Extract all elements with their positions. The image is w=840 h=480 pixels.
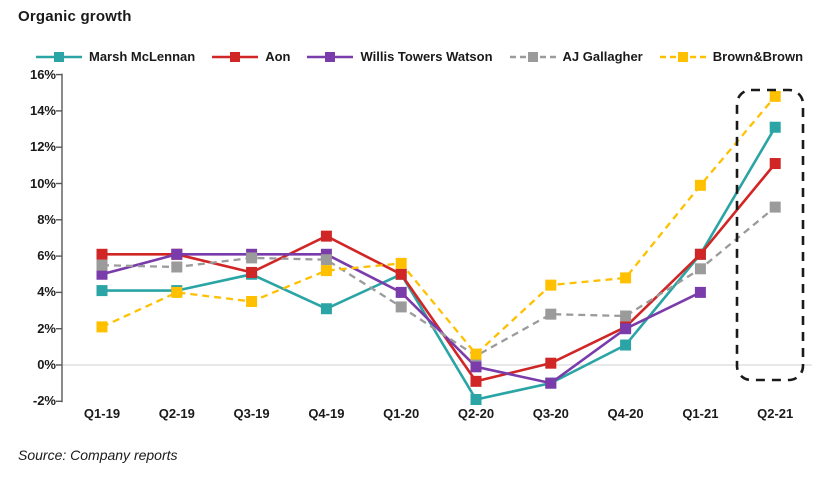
y-tick-label: 12% [29,139,56,155]
marker-willis-towers-watson-q2-19 [171,248,183,260]
y-tick-label: 0% [37,357,56,372]
y-tick-label: 8% [37,211,56,227]
legend-item-aj-gallagher: AJ Gallagher [509,49,643,64]
x-tick-label: Q2-21 [757,406,794,421]
marker-willis-towers-watson-q1-19 [96,268,108,280]
marker-willis-towers-watson-q2-20 [470,361,482,373]
chart-title: Organic growth [18,8,132,25]
marker-marsh-mclennan-q4-19 [320,303,332,315]
series-line-marsh-mclennan [102,126,777,401]
marker-aj-gallagher-q3-20 [545,308,557,320]
legend: Marsh McLennan Aon Willis Towers Watson … [36,49,803,64]
legend-item-brown-and-brown: Brown&Brown [659,49,804,64]
marker-aon-q2-20 [470,375,482,387]
marker-willis-towers-watson-q1-20 [395,286,407,298]
marker-brown-brown-q3-19 [246,295,258,307]
legend-swatch-line-marker-icon [509,51,556,63]
marker-aj-gallagher-q2-19 [171,261,183,273]
legend-swatch-line-marker-icon [36,51,82,63]
marker-brown-brown-q1-21 [694,179,706,191]
marker-willis-towers-watson-q1-21 [694,286,706,298]
legend-label: Marsh McLennan [89,49,196,64]
series-line-brown-brown [101,95,777,356]
legend-label: AJ Gallagher [562,49,643,64]
legend-item-aon: Aon [212,49,290,64]
y-tick-label: 6% [37,248,56,264]
legend-label: Aon [265,49,291,64]
marker-willis-towers-watson-q4-20 [620,323,632,335]
legend-swatch-line-marker-icon [307,51,354,63]
marker-aon-q3-20 [545,357,557,369]
marker-brown-brown-q2-20 [470,348,482,360]
x-tick-label: Q2-20 [457,406,495,421]
marker-marsh-mclennan-q4-20 [620,339,632,351]
y-tick-label: 2% [37,320,56,336]
y-tick-label: 10% [29,175,56,191]
series-line-aj-gallagher [101,206,776,358]
x-tick-label: Q1-19 [83,406,121,421]
marker-aon-q4-19 [320,230,332,242]
x-tick-label: Q1-21 [682,406,719,421]
marker-marsh-mclennan-q2-20 [470,393,482,405]
legend-item-marsh-mclennan: Marsh McLennan [36,49,195,64]
marker-aj-gallagher-q4-19 [320,254,332,266]
marker-brown-brown-q4-19 [320,265,332,277]
marker-aj-gallagher-q1-21 [694,263,706,275]
marker-aj-gallagher-q3-19 [246,252,258,264]
marker-aj-gallagher-q4-20 [620,310,632,322]
marker-brown-brown-q2-19 [171,286,183,298]
marker-marsh-mclennan-q2-21 [769,121,781,133]
x-tick-label: Q3-19 [233,406,270,421]
legend-label: Brown&Brown [712,49,804,64]
x-tick-label: Q3-20 [532,406,569,421]
marker-brown-brown-q2-21 [769,90,781,102]
marker-aj-gallagher-q2-21 [769,201,781,213]
highlight-box-q2-21 [735,88,805,382]
marker-aon-q1-20 [395,268,407,280]
legend-swatch-line-marker-icon [212,51,259,63]
x-tick-label: Q2-19 [158,406,195,421]
marker-aon-q1-19 [96,248,108,260]
y-tick-label: -2% [32,393,56,409]
marker-aon-q2-21 [769,158,781,170]
marker-brown-brown-q4-20 [620,272,632,284]
marker-aon-q1-21 [694,248,706,260]
x-tick-label: Q4-19 [308,406,345,421]
marker-brown-brown-q1-19 [96,321,108,333]
y-tick-label: 4% [37,284,56,300]
marker-aj-gallagher-q1-19 [96,259,108,271]
y-tick-label: 14% [29,102,56,118]
legend-swatch-line-marker-icon [659,51,706,63]
marker-marsh-mclennan-q1-19 [96,285,108,297]
marker-willis-towers-watson-q3-20 [545,377,557,389]
marker-brown-brown-q3-20 [545,279,557,291]
marker-aj-gallagher-q1-20 [395,301,407,313]
marker-aon-q3-19 [246,266,258,278]
x-tick-label: Q1-20 [383,406,420,421]
marker-brown-brown-q1-20 [395,257,407,269]
series-line-aon [102,162,777,383]
x-tick-label: Q4-20 [607,406,644,421]
source-note: Source: Company reports [18,447,178,463]
y-tick-label: 16% [29,66,56,82]
legend-item-willis-towers-watson: Willis Towers Watson [307,49,493,64]
legend-label: Willis Towers Watson [360,49,493,64]
